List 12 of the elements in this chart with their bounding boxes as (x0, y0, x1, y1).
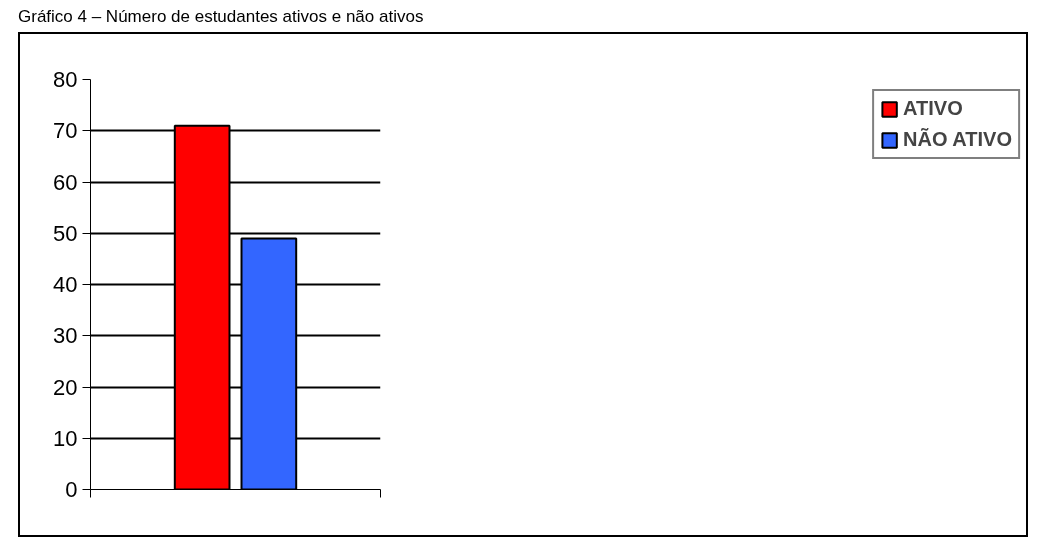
y-tick-label: 30 (53, 323, 78, 349)
y-tick-label: 20 (53, 374, 78, 400)
y-tick-label: 70 (53, 118, 78, 144)
y-tick-label: 60 (53, 169, 78, 195)
y-tick-label: 50 (53, 220, 78, 246)
y-tick-label: 0 (65, 477, 78, 502)
y-tick-label: 80 (53, 67, 78, 92)
y-tick-label: 40 (53, 272, 78, 297)
y-tick-label: 10 (53, 425, 78, 451)
legend-label: NÃO ATIVO (903, 128, 1012, 151)
chart-title: Gráfico 4 – Número de estudantes ativos e não ativos (18, 6, 424, 28)
legend-label: ATIVO (903, 97, 963, 120)
